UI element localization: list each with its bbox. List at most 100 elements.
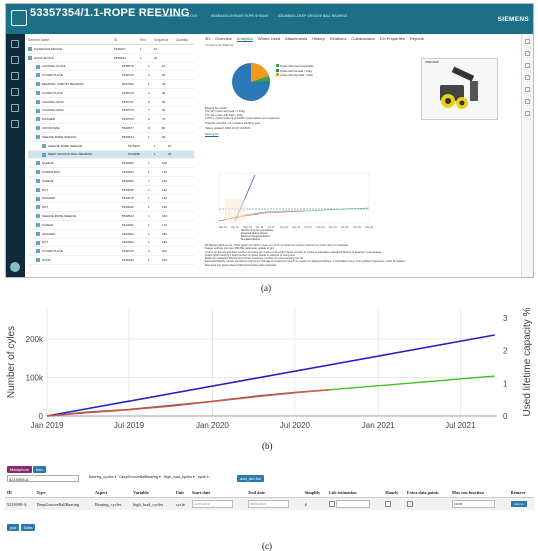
favorites-icon[interactable] [11,104,19,112]
col-header-unit: Unit [173,487,191,498]
plot-button[interactable]: plot [7,524,20,531]
y2-tick-label: 1 [503,379,508,388]
col-header-rev[interactable]: Rev. [140,38,147,42]
tab-attachments[interactable]: Attachments [285,36,308,41]
tree-row[interactable]: WASHER 5343462 1 180 [28,230,194,239]
hourly-checkbox[interactable] [385,501,392,507]
end-date-input[interactable]: 09/06/2019 [248,500,290,508]
home-icon[interactable] [11,40,19,48]
aspect-select[interactable]: Bearing_cycles [89,475,114,479]
app-menu-icon[interactable] [11,10,27,26]
tab-3d[interactable]: 3D [205,36,211,41]
tree-row-seq: 210 [162,258,168,263]
tree-row[interactable]: LOCKING RING 5330771 6 50 [28,98,194,107]
breadcrumb-item[interactable]: 5330544/01-HOOK BLOCK [156,14,198,18]
data-button[interactable]: Data [21,524,36,531]
breadcrumb-item[interactable]: 5310488/01-DEEP GROOVE BALL BEARING [278,14,348,18]
simplify-checkbox[interactable]: # [304,501,307,507]
col-header-quantity[interactable]: Quantity [176,38,188,42]
tab-overview[interactable]: Overview [215,36,232,41]
tree-row-name: COVER PLATE [42,73,63,78]
tree-row[interactable]: NUT 5343025 1 130 [28,186,194,195]
edit-icon[interactable] [525,39,530,44]
id-filter-input[interactable]: 5219398-A [7,475,79,482]
info-icon[interactable] [525,75,530,80]
tree-row[interactable]: LOCKING RING 5330773 7 60 [28,107,194,116]
table-row: 5219398-A DeepGrooveBallBearing Bearing_… [5,497,534,510]
tree-row-seq: 30 [162,82,166,87]
type-select[interactable]: DeepGrooveBallBearing [119,475,158,479]
tree-row[interactable]: CROSS BAR 5330677 8 80 [28,124,194,133]
tree-row[interactable]: SHEAVE ROPE SHEAVE 5530544 1 160 [28,212,194,221]
unit-select[interactable]: cycle [197,475,206,479]
info-button[interactable]: Info [33,466,46,473]
extra-points-checkbox[interactable] [406,501,413,507]
tree-row[interactable]: DEEP GROOVE BALL BEARING 5310488 1 20 [28,150,194,160]
history-icon[interactable] [11,88,19,96]
tab-analytics[interactable]: Analytics [236,36,253,42]
tree-row[interactable]: BEARING, THRUST BEARING 5037093 1 30 [28,80,194,89]
col-header-sequence[interactable]: Sequence [154,38,169,42]
bearing-life-link[interactable]: Bearing life [205,132,219,136]
tree-row[interactable]: NUT 5343463 1 190 [28,239,194,248]
tree-row-seq: 60 [162,108,166,113]
copy-icon[interactable] [525,63,530,68]
lifetime-chart: 0 100k 200k 0 1 2 3 Jan 2019 Jul 2019 Jan 2020 Jul… [6,307,533,430]
tree-row[interactable]: SLEEVE 5330680 1 120 [28,177,194,186]
tab-collaboration[interactable]: Collaboration [351,36,375,41]
col-header-type: Type [34,487,93,498]
start-date-input[interactable]: 12/05/2019 [192,500,234,508]
max-nos-input[interactable]: 10000 [451,500,495,508]
x-tick-label: Jul 2019 [114,421,145,430]
col-header-name[interactable]: Element Name [28,38,50,42]
tree-row[interactable]: SHEAVE ROPE SHEAVE 5530544 1 90 [28,133,194,142]
tab-history[interactable]: History [312,36,325,41]
tree-row-seq: 20 [162,73,166,78]
tab-reports[interactable]: Reports [409,36,424,41]
tree-row[interactable]: SCREW 5343461 1 170 [28,221,194,230]
folder-icon[interactable] [11,72,19,80]
tab-relations[interactable]: Relations [329,36,347,41]
part-icon [36,231,40,236]
tree-row[interactable]: HOOK BLOCK 5330544 1 20 [28,54,194,63]
part-icon [36,82,40,87]
tree-row[interactable]: SHEAVE ROPE SHEAVE 5375460 1 10 [28,142,194,151]
life-estimation-checkbox[interactable] [329,501,336,507]
search-icon[interactable] [11,56,19,64]
tree-row[interactable]: LOCKING PLATE 5338470 1 10 [28,63,194,72]
col-header-aspect: Aspect [92,487,132,498]
table-header-row: ID Type Aspect Variable Unit Start date End da… [5,487,534,498]
tree-row[interactable]: NUT 5343026 1 150 [28,203,194,213]
add-function-button[interactable]: add_det.fun [237,475,265,482]
settings-icon[interactable] [11,120,19,128]
tree-row[interactable]: SLEEVE 5330680 1 100 [28,159,194,169]
tree-row[interactable]: COVER PLATE 5336720 2 20 [28,71,194,81]
tree-row[interactable]: CHARGING DEVICE 5336467 1 10 [28,45,194,54]
print-icon[interactable] [525,111,530,116]
tree-row[interactable]: WASHER 5330753 6 70 [28,115,194,125]
link-icon[interactable] [525,99,530,104]
remove-button[interactable]: remove [510,501,527,507]
tree-row[interactable]: COVER PLATE 5336720 2 40 [28,89,194,98]
avatar[interactable] [10,262,20,272]
tree-row-seq: 170 [162,222,168,227]
breadcrumb-item[interactable]: 5530544/01-SHEAVE ROPE SHEAVE [211,14,269,18]
tree-row[interactable]: SCREW BOX 5343024 1 110 [28,168,194,177]
share-icon[interactable] [525,51,530,56]
tab-dx-properties[interactable]: DX Properties [380,36,405,41]
part-icon [36,187,40,192]
3d-preview[interactable]: PREVIEW [421,58,498,120]
tree-row[interactable]: COVER PLATE 5336720 2 200 [28,247,194,257]
life-estimation-input[interactable] [336,500,371,508]
tree-row-id: 5343461 [122,222,134,227]
tab-where-used[interactable]: Where Used [257,36,281,41]
tree-row-id: 5343025 [122,187,134,192]
tree-row[interactable]: WASHER 5343672 1 140 [28,195,194,204]
metaphors-button[interactable]: Metaphors [7,466,32,473]
col-header-id[interactable]: ID [114,38,118,42]
variable-select[interactable]: High_load_cycles [163,475,192,479]
y-tick-label: 200k [26,335,44,344]
tag-icon[interactable] [525,87,530,92]
y-axis-title: Number of cyles [6,326,17,398]
tree-row[interactable]: HOOK 5336494 1 210 [28,256,194,265]
